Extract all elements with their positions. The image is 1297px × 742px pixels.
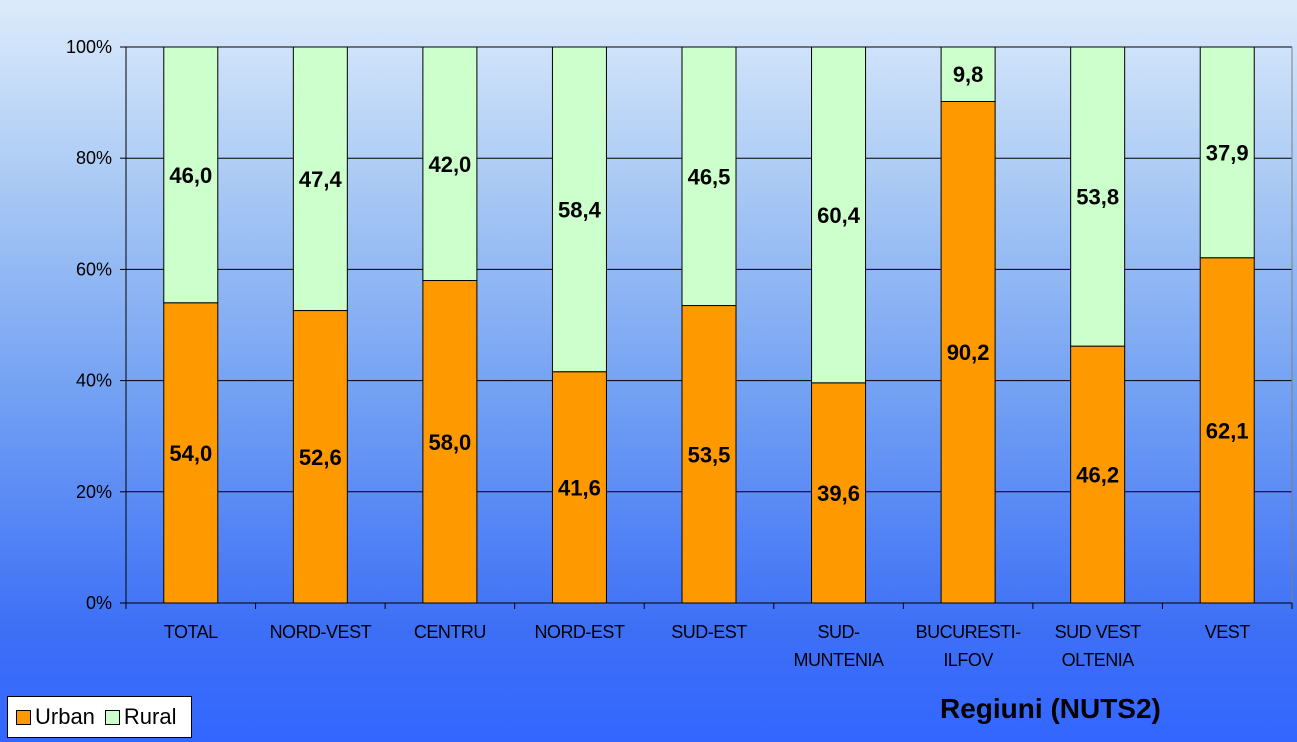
x-tick-label: NORD-VEST [270,622,372,642]
legend-label-urban: Urban [35,704,95,729]
legend-item-urban: Urban [16,704,95,730]
y-tick-label: 0% [86,593,112,613]
x-tick-label: VEST [1205,622,1251,642]
bar-rural [811,46,867,384]
data-label-rural: 47,4 [299,167,343,192]
bar-rural [422,46,478,282]
legend-swatch-urban [16,709,31,725]
bar-rural [1199,46,1255,259]
data-label-rural: 46,5 [688,164,731,189]
x-tick-label: BUCURESTI- [916,622,1022,642]
y-tick-label: 20% [76,482,112,502]
bar-rural [551,46,607,373]
bar-rural [681,46,737,307]
bar-rural [1070,46,1126,347]
data-label-rural: 53,8 [1076,185,1119,210]
data-label-rural: 42,0 [428,152,471,177]
x-tick-label: ILFOV [943,650,993,670]
data-label-urban: 53,5 [688,442,731,467]
x-tick-label: NORD-EST [534,622,625,642]
data-label-urban: 62,1 [1206,418,1249,443]
legend: Urban Rural [7,696,192,738]
data-label-urban: 39,6 [817,481,860,506]
y-tick-label: 100% [66,37,112,57]
data-label-rural: 58,4 [558,197,602,222]
data-label-urban: 90,2 [947,340,990,365]
x-tick-label: MUNTENIA [794,650,884,670]
legend-item-rural: Rural [104,704,177,730]
y-tick-label: 80% [76,148,112,168]
bar-urban [681,305,737,604]
data-label-urban: 52,6 [299,445,342,470]
bar-rural [292,46,348,312]
legend-label-rural: Rural [123,704,177,729]
data-label-rural: 46,0 [169,163,212,188]
x-tick-label: TOTAL [164,622,218,642]
x-tick-label: OLTENIA [1062,650,1135,670]
bar-urban [551,371,607,604]
x-tick-label: SUD VEST [1055,622,1142,642]
bar-rural [940,46,996,102]
x-tick-label: SUD- [818,622,861,642]
bar-urban [422,280,478,604]
data-label-urban: 41,6 [558,475,601,500]
data-label-urban: 54,0 [169,441,212,466]
data-label-rural: 60,4 [817,203,861,228]
legend-swatch-rural [104,709,120,725]
x-tick-label: SUD-EST [671,622,747,642]
bar-urban [163,302,219,604]
bar-urban [940,100,996,604]
bar-urban [1199,257,1255,604]
x-axis-title: Regiuni (NUTS2) [940,693,1161,724]
y-tick-label: 60% [76,259,112,279]
data-label-urban: 46,2 [1076,463,1119,488]
data-label-urban: 58,0 [428,430,471,455]
bar-urban [1070,345,1126,604]
bar-rural [163,46,219,304]
data-label-rural: 37,9 [1206,140,1249,165]
x-tick-label: CENTRU [414,622,486,642]
data-label-rural: 9,8 [953,62,984,87]
y-tick-label: 40% [76,371,112,391]
